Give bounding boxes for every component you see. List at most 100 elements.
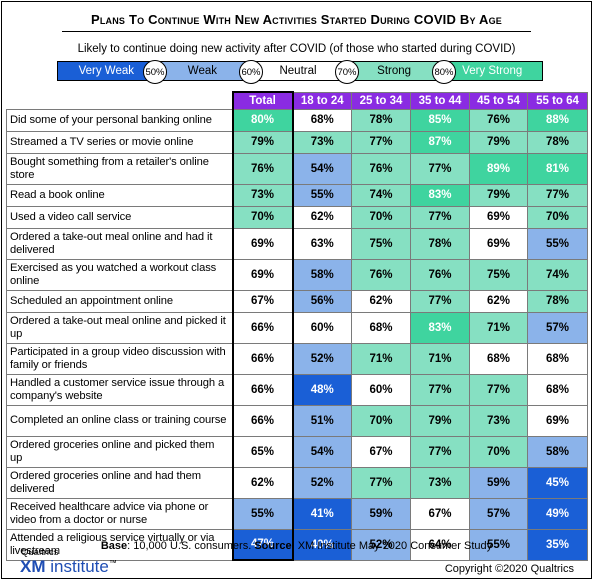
value-cell: 57% — [527, 311, 588, 344]
header-corner — [6, 92, 233, 109]
value-cell: 41% — [292, 497, 352, 530]
value-cell: 70% — [527, 205, 588, 229]
value-cell: 70% — [231, 205, 294, 229]
value-cell: 54% — [292, 435, 352, 468]
value-cell: 85% — [410, 108, 470, 132]
table-row: Streamed a TV series or movie online 79% 7… — [6, 130, 588, 154]
color-legend: Very Weak Weak Neutral Strong Very Strong 50%… — [57, 60, 543, 84]
legend-threshold-70: 70% — [335, 60, 359, 84]
table-row: Ordered groceries online and picked them… — [6, 435, 588, 468]
value-cell: 71% — [351, 342, 411, 375]
row-label: Attended a religious service virtually o… — [6, 528, 233, 561]
value-cell: 79% — [469, 183, 528, 207]
value-cell: 75% — [351, 227, 411, 260]
value-cell: 77% — [410, 152, 470, 185]
value-cell: 70% — [351, 404, 411, 437]
value-cell: 62% — [231, 466, 294, 499]
row-label: Ordered a take-out meal online and had i… — [6, 227, 233, 260]
table-row: Did some of your personal banking online… — [6, 108, 588, 132]
value-cell: 47% — [231, 528, 294, 561]
value-cell: 73% — [231, 183, 294, 207]
value-cell: 78% — [527, 289, 588, 313]
legend-segment-weak: Weak — [154, 62, 251, 80]
table-row: Ordered groceries online and had them de… — [6, 466, 588, 499]
value-cell: 67% — [231, 289, 294, 313]
value-cell: 75% — [469, 258, 528, 291]
source-text: : XM Institute May 2020 Consumer Study — [291, 540, 493, 552]
value-cell: 63% — [292, 227, 352, 260]
value-cell: 67% — [351, 435, 411, 468]
value-cell: 80% — [231, 108, 294, 132]
row-label: Handled a customer service issue through… — [6, 373, 233, 406]
value-cell: 54% — [292, 152, 352, 185]
value-cell: 40% — [292, 528, 352, 561]
chart-subtitle: Likely to continue doing new activity af… — [77, 43, 516, 55]
header-row: Total 18 to 24 25 to 34 35 to 44 45 to 54 55 … — [6, 91, 588, 110]
value-cell: 66% — [231, 404, 294, 437]
legend-threshold-60: 60% — [239, 60, 263, 84]
legend-segment-neutral: Neutral — [250, 62, 346, 80]
value-cell: 77% — [469, 373, 528, 406]
table-row: Participated in a group video discussion… — [6, 342, 588, 375]
value-cell: 77% — [351, 466, 411, 499]
value-cell: 83% — [410, 183, 470, 207]
row-label: Ordered groceries online and picked them… — [6, 435, 233, 468]
value-cell: 55% — [527, 227, 588, 260]
legend-segment-strong: Strong — [345, 62, 443, 80]
value-cell: 76% — [469, 108, 528, 132]
legend-segment-very-strong: Very Strong — [442, 62, 542, 80]
value-cell: 81% — [527, 152, 588, 185]
value-cell: 71% — [410, 342, 470, 375]
table-row: Handled a customer service issue through… — [6, 373, 588, 406]
chart-title: Plans To Continue With New Activities St… — [90, 12, 503, 27]
table-row: Used a video call service 70% 62% 70% 77% 69%… — [6, 205, 588, 229]
value-cell: 77% — [410, 205, 470, 229]
value-cell: 68% — [469, 342, 528, 375]
value-cell: 74% — [351, 183, 411, 207]
value-cell: 60% — [351, 373, 411, 406]
table-row: Ordered a take-out meal online and picke… — [6, 311, 588, 344]
value-cell: 65% — [231, 435, 294, 468]
value-cell: 55% — [469, 528, 528, 561]
value-cell: 55% — [292, 183, 352, 207]
value-cell: 77% — [410, 373, 470, 406]
value-cell: 49% — [527, 497, 588, 530]
table-row: Bought something from a retailer's onlin… — [6, 152, 588, 185]
value-cell: 87% — [410, 130, 470, 154]
value-cell: 60% — [292, 311, 352, 344]
legend-segment-very-weak: Very Weak — [58, 62, 155, 80]
value-cell: 66% — [231, 342, 294, 375]
value-cell: 58% — [292, 258, 352, 291]
table-row: Exercised as you watched a workout class… — [6, 258, 588, 291]
base-label: Base — [100, 540, 128, 552]
table-row: Attended a religious service virtually o… — [6, 528, 588, 561]
row-label: Streamed a TV series or movie online — [6, 130, 233, 154]
table-row: Read a book online 73% 55% 74% 83% 79% 77% — [6, 183, 588, 207]
value-cell: 70% — [351, 205, 411, 229]
value-cell: 59% — [469, 466, 528, 499]
row-label: Used a video call service — [6, 205, 233, 229]
value-cell: 73% — [469, 404, 528, 437]
value-cell: 68% — [527, 373, 588, 406]
value-cell: 69% — [469, 227, 528, 260]
value-cell: 69% — [527, 404, 588, 437]
value-cell: 73% — [410, 466, 470, 499]
value-cell: 68% — [351, 311, 411, 344]
row-label: Participated in a group video discussion… — [6, 342, 233, 375]
value-cell: 52% — [292, 342, 352, 375]
row-label: Ordered groceries online and had them de… — [6, 466, 233, 499]
value-cell: 76% — [351, 152, 411, 185]
value-cell: 79% — [231, 130, 294, 154]
value-cell: 64% — [410, 528, 470, 561]
value-cell: 77% — [410, 435, 470, 468]
value-cell: 59% — [351, 497, 411, 530]
copyright: Copyright ©2020 Qualtrics — [444, 563, 574, 575]
value-cell: 77% — [410, 289, 470, 313]
value-cell: 88% — [527, 108, 588, 132]
column-header-35-to-44: 35 to 44 — [410, 91, 470, 110]
column-header-55-to-64: 55 to 64 — [527, 91, 588, 110]
value-cell: 58% — [527, 435, 588, 468]
column-header-25-to-34: 25 to 34 — [351, 91, 411, 110]
value-cell: 83% — [410, 311, 470, 344]
row-label: Completed an online class or training co… — [6, 404, 233, 437]
